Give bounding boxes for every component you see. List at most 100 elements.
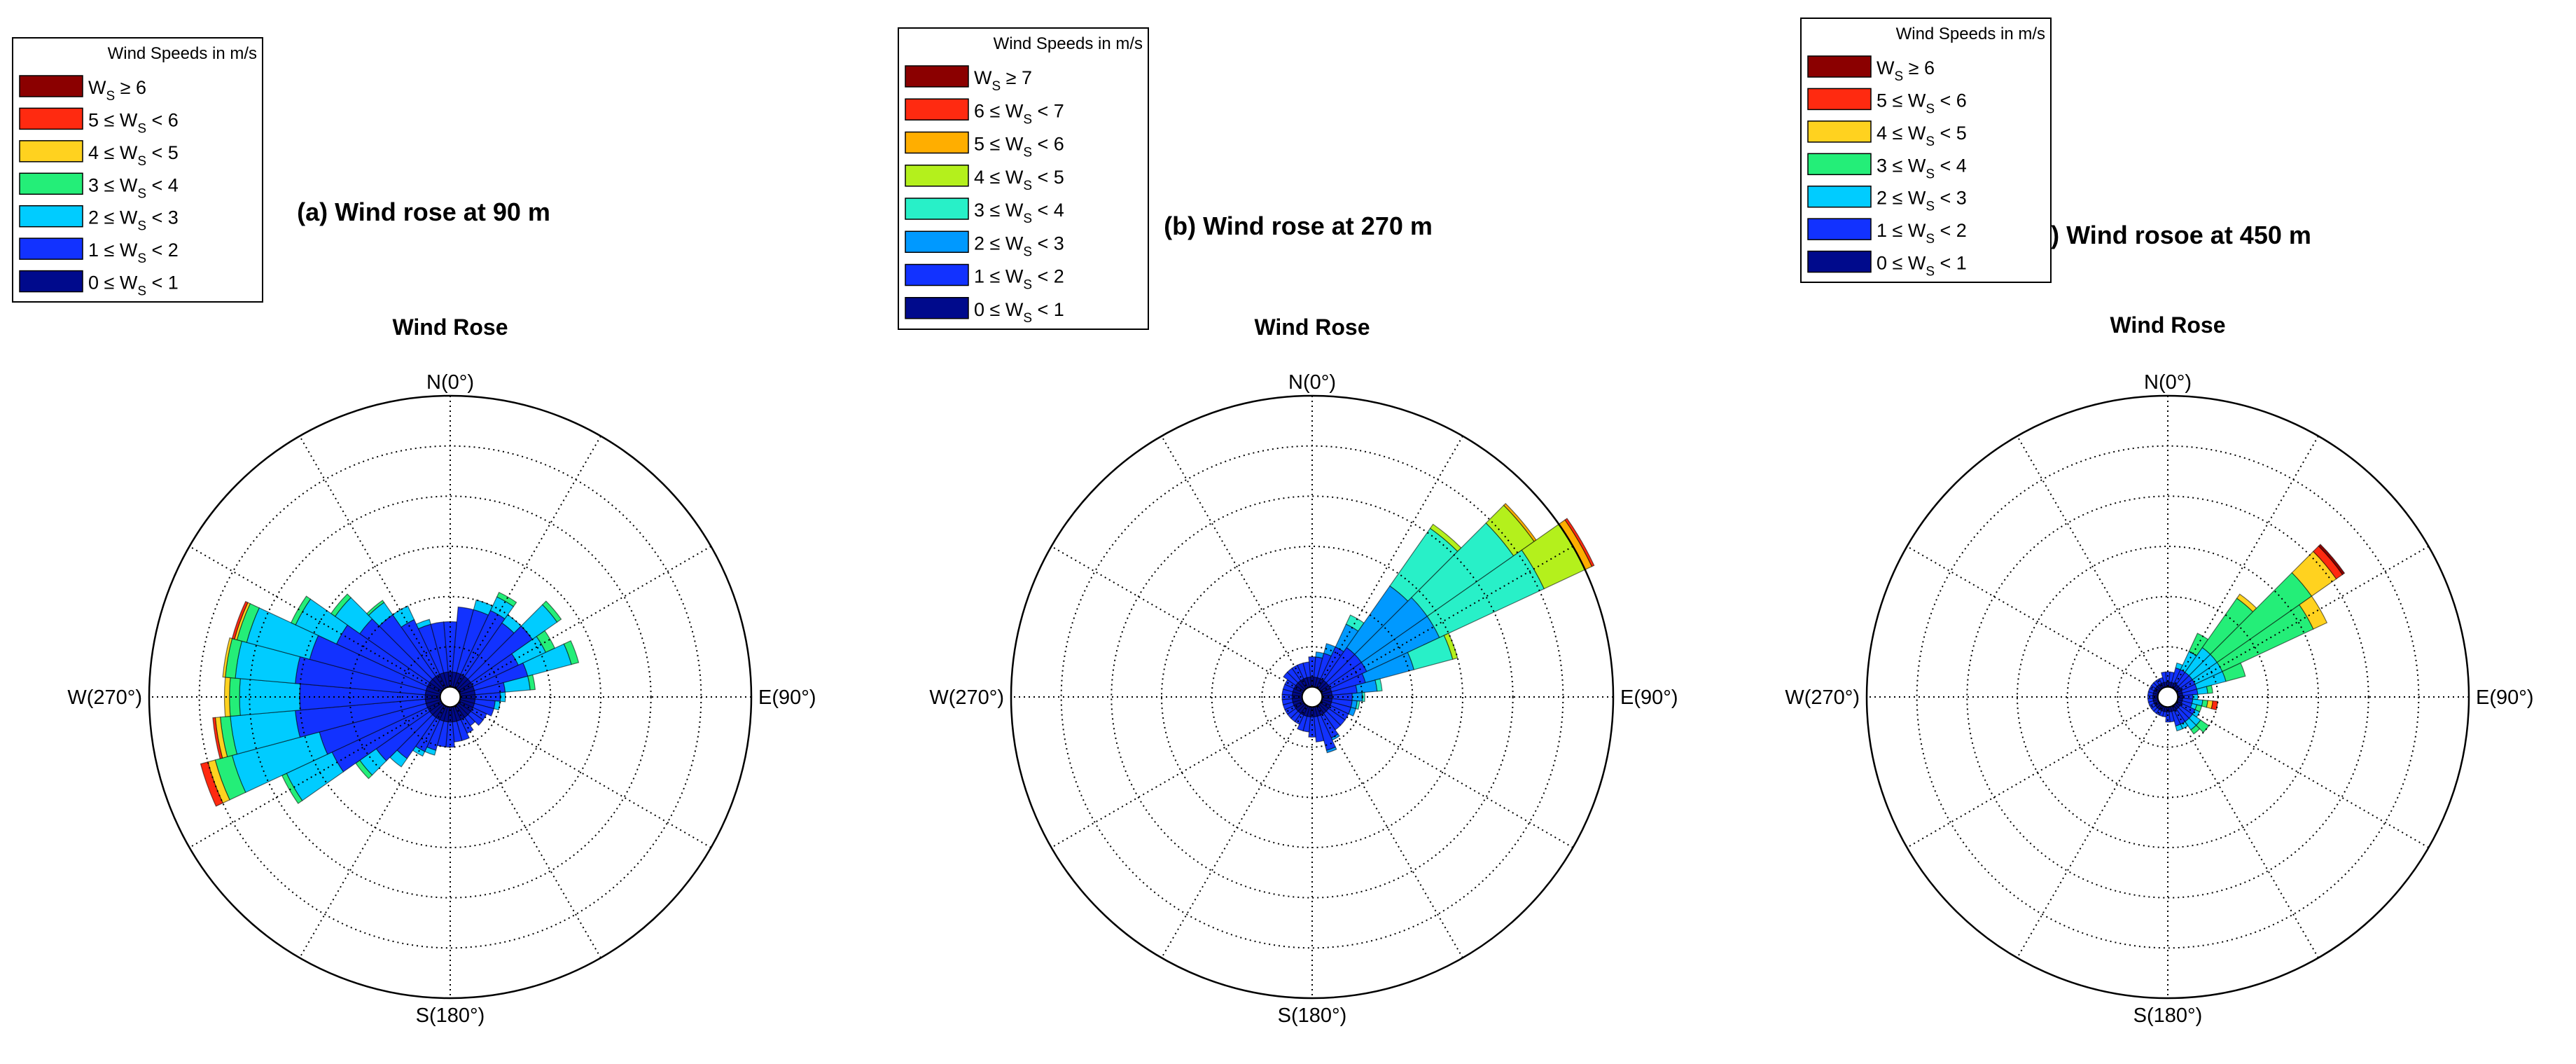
legend-label-part: < 3	[1032, 233, 1064, 254]
center-hole	[439, 686, 461, 708]
compass-west: W(270°)	[1785, 686, 1860, 709]
panel-subtitle: (c) Wind rosoe at 450 m	[2028, 221, 2311, 249]
legend-label-part: 0 ≤ W	[88, 272, 138, 293]
panel-subtitle: (a) Wind rose at 90 m	[297, 198, 550, 226]
legend-label-part: S	[137, 121, 146, 136]
legend-label-part: S	[1926, 102, 1935, 116]
legend-entry: WS ≥ 7	[905, 65, 1032, 94]
legend-label-part: < 4	[146, 174, 179, 195]
wedge-340-cyan	[415, 619, 431, 630]
chart-title: Wind Rose	[1254, 315, 1370, 340]
wind-rose-panel-1: (a) Wind rose at 90 m Wind Rose N(0°) S(180…	[12, 37, 816, 1027]
legend-label-part: 4 ≤ W	[1877, 123, 1926, 144]
legend-label: 4 ≤ WS < 5	[88, 142, 179, 169]
wedge-280-yellow	[222, 637, 233, 678]
legend-swatch	[1807, 185, 1872, 208]
wedge-320-green	[366, 600, 385, 616]
legend-label: 2 ≤ WS < 3	[1877, 188, 1967, 214]
chart-title: Wind Rose	[392, 315, 508, 340]
legend-label: 2 ≤ WS < 3	[88, 207, 179, 234]
wedge-160-cyan	[2175, 724, 2183, 732]
legend-entry: 1 ≤ WS < 2	[905, 263, 1064, 293]
legend-entry: 3 ≤ WS < 4	[1807, 153, 1967, 181]
legend-label-part: 4 ≤ W	[88, 142, 138, 163]
wedge-50-green	[541, 600, 562, 623]
legend-entry: 1 ≤ WS < 2	[1807, 218, 1967, 247]
legend-label: WS ≥ 6	[88, 77, 146, 104]
legend-label-part: S	[137, 219, 146, 234]
legend-label-part: 2 ≤ W	[88, 207, 138, 228]
legend-label-part: S	[137, 284, 146, 299]
outer-ring	[1010, 394, 1615, 1000]
grid-ring	[1966, 495, 2369, 899]
legend-label-part: < 2	[146, 240, 179, 261]
legend-label-part: < 6	[1032, 134, 1064, 155]
legend-label-part: S	[137, 154, 146, 169]
grid-ring	[1111, 495, 1514, 899]
legend-label-part: S	[1023, 278, 1032, 293]
legend-label: 5 ≤ WS < 6	[974, 134, 1064, 160]
legend-swatch	[19, 140, 83, 163]
legend-entry: WS ≥ 6	[1807, 55, 1935, 84]
legend-label-part: 5 ≤ W	[88, 109, 138, 130]
wedge-60-red	[1564, 518, 1595, 567]
legend-swatch	[1807, 55, 1872, 78]
legend-label: WS ≥ 6	[1877, 57, 1935, 84]
compass-west: W(270°)	[67, 686, 142, 709]
legend-entry: 3 ≤ WS < 4	[19, 172, 179, 201]
legend-label-part: 0 ≤ W	[974, 299, 1024, 320]
wedge-300-green	[290, 595, 312, 626]
legend-label: 5 ≤ WS < 6	[1877, 90, 1967, 116]
legend-label: 6 ≤ WS < 7	[974, 100, 1064, 127]
legend-label-part: S	[137, 186, 146, 201]
legend-label-part: < 5	[1032, 167, 1064, 188]
wedge-260-red	[212, 717, 223, 759]
legend-label-part: < 5	[146, 142, 179, 163]
legend-label-part: S	[1023, 212, 1032, 226]
wedge-group	[1281, 502, 1595, 754]
legend-label-part: < 1	[1935, 253, 1967, 274]
wedge-110-azure	[1348, 707, 1357, 717]
compass-south: S(180°)	[1278, 1004, 1347, 1027]
grid-ring	[2066, 595, 2269, 799]
wedge-group	[2147, 544, 2346, 735]
legend-label-part: < 6	[1935, 90, 1967, 111]
legend-label-part: < 4	[1935, 155, 1967, 176]
legend-label-part: S	[991, 79, 1001, 94]
legend-label-part: < 6	[146, 109, 179, 130]
wedge-50-darkred	[2318, 544, 2346, 576]
legend-label-part: 0 ≤ W	[1877, 253, 1926, 274]
wedge-170-blue	[1313, 715, 1325, 742]
wedge-200-blue	[1297, 714, 1308, 732]
legend-title: Wind Speeds in m/s	[1896, 25, 2045, 43]
legend-label-part: < 1	[146, 272, 179, 293]
legend-entry: 2 ≤ WS < 3	[1807, 185, 1967, 214]
legend-entry: 0 ≤ WS < 1	[905, 297, 1064, 326]
legend-entry: 0 ≤ WS < 1	[1807, 250, 1967, 279]
legend-label: 4 ≤ WS < 5	[1877, 123, 1967, 149]
legend-entry: 4 ≤ WS < 5	[905, 165, 1064, 193]
wedge-290-red	[231, 600, 249, 640]
legend-label-part: 5 ≤ W	[974, 134, 1024, 155]
legend-swatch	[905, 131, 969, 154]
compass-east: E(90°)	[1620, 686, 1678, 709]
legend-label-part: 4 ≤ W	[974, 167, 1024, 188]
legend-label-part: < 7	[1032, 100, 1064, 121]
legend-label-part: S	[1023, 146, 1032, 160]
wedge-350-blue	[1302, 661, 1311, 679]
legend-entry: 4 ≤ WS < 5	[1807, 120, 1967, 149]
compass-north: N(0°)	[1288, 371, 1336, 394]
legend-swatch	[19, 107, 83, 130]
legend-label: 1 ≤ WS < 2	[1877, 220, 1967, 247]
wedge-80-aqua	[1374, 678, 1383, 692]
compass-north: N(0°)	[2144, 371, 2192, 394]
outer-ring	[148, 394, 753, 1000]
legend-label-part: 5 ≤ W	[1877, 90, 1926, 111]
legend-title: Wind Speeds in m/s	[108, 44, 257, 63]
wind-rose-panel-2: (b) Wind rose at 270 m Wind Rose N(0°) S(18…	[898, 27, 1678, 1027]
center-hole	[2157, 686, 2179, 708]
wedge-310-green	[330, 593, 351, 617]
legend-entry: 1 ≤ WS < 2	[19, 237, 179, 266]
legend-label-part: < 3	[1935, 188, 1967, 209]
legend-label-part: S	[106, 89, 115, 104]
